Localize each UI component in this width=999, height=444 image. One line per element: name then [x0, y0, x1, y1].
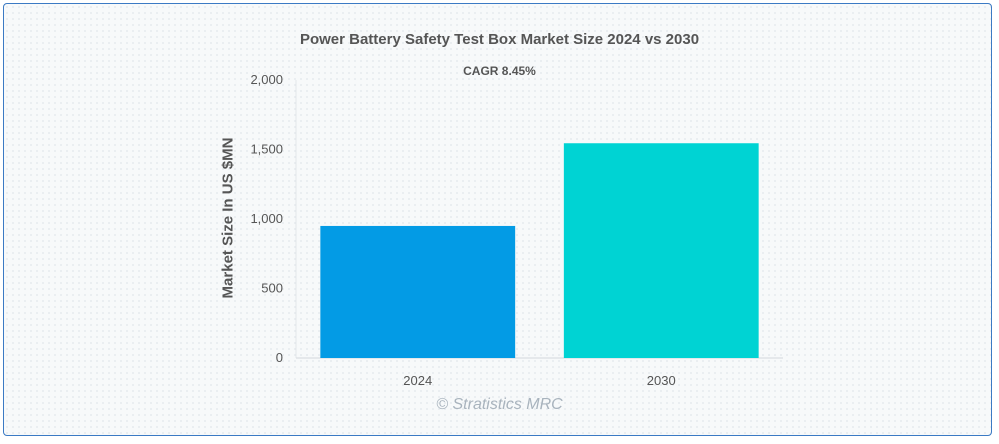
y-tick-label: 1,000	[250, 211, 283, 226]
chart-title: Power Battery Safety Test Box Market Siz…	[299, 31, 700, 48]
chart-frame	[3, 3, 992, 436]
y-tick-label: 2,000	[250, 72, 283, 87]
x-tick-label: 2030	[647, 373, 676, 388]
chart-subtitle: CAGR 8.45%	[463, 64, 536, 78]
y-tick-label: 500	[261, 281, 283, 296]
bar-2030	[563, 143, 759, 358]
y-tick-label: 1,500	[250, 142, 283, 157]
bar-2024	[320, 225, 516, 358]
watermark: © Stratistics MRC	[436, 396, 563, 413]
y-tick-label: 0	[276, 350, 283, 365]
x-tick-label: 2024	[403, 373, 432, 388]
